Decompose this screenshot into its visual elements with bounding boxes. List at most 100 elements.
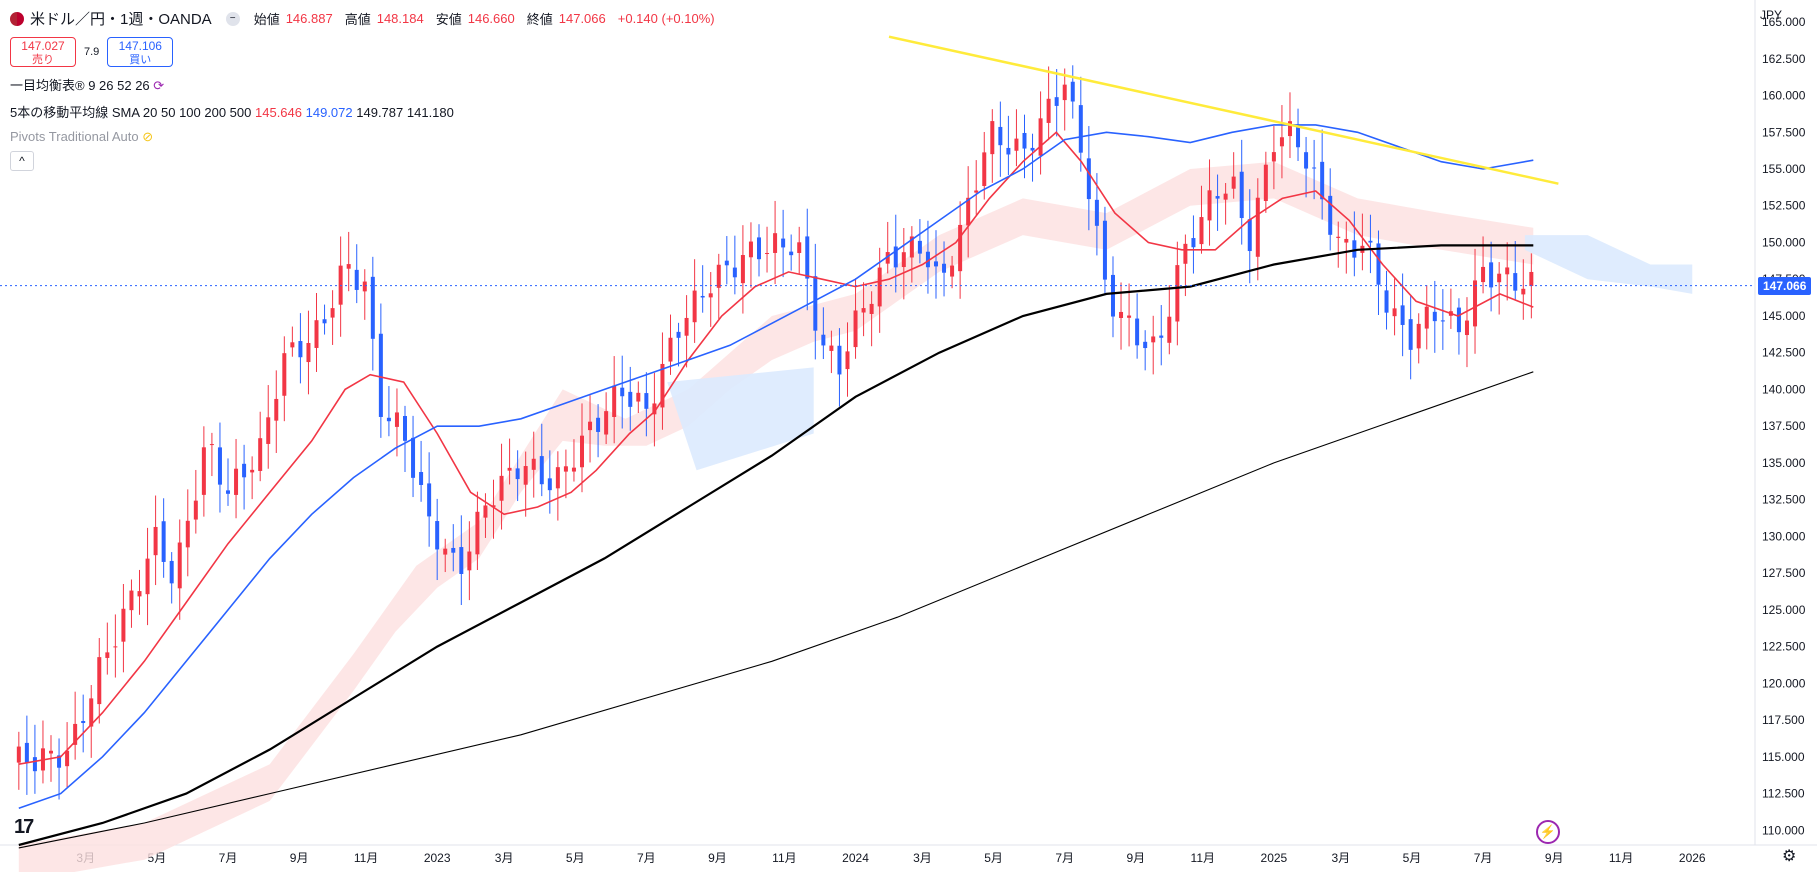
- candle-body-88: [724, 260, 729, 266]
- candle-body-93: [765, 253, 770, 255]
- gear-icon[interactable]: ⚙: [1782, 848, 1797, 865]
- candle-body-60: [499, 475, 504, 501]
- buy-label: 買い: [129, 54, 152, 66]
- candle-body-26: [226, 490, 231, 494]
- candle-body-38: [322, 319, 327, 324]
- candle-body-70: [579, 435, 584, 468]
- candle-body-165: [1344, 238, 1349, 243]
- candle-body-99: [813, 276, 818, 331]
- candle-body-65: [539, 456, 544, 485]
- candle-body-185: [1505, 267, 1510, 275]
- candle-body-138: [1127, 315, 1132, 318]
- currency-label[interactable]: JPY: [1760, 8, 1783, 22]
- candle-body-134: [1094, 199, 1099, 226]
- candle-body-73: [604, 411, 609, 435]
- time-tick-7: 5月: [566, 851, 585, 865]
- time-tick-18: 3月: [1331, 851, 1350, 865]
- candle-body-128: [1046, 98, 1051, 123]
- candle-body-23: [201, 447, 206, 495]
- candle-body-12: [113, 646, 118, 648]
- refresh-icon[interactable]: ⟳: [153, 78, 165, 93]
- candle-body-159: [1296, 126, 1301, 148]
- candle-body-172: [1400, 305, 1405, 325]
- sma-value-1: 145.646: [255, 105, 302, 120]
- ichimoku-cloud-bear-future: [1524, 235, 1693, 294]
- candle-body-67: [555, 467, 560, 489]
- candle-body-35: [298, 341, 303, 358]
- line-sma50: [18, 124, 1534, 810]
- sell-button[interactable]: 147.027 売り: [10, 37, 76, 67]
- candle-body-132: [1078, 105, 1083, 153]
- candle-body-154: [1255, 197, 1260, 257]
- candle-body-130: [1062, 84, 1067, 101]
- candle-body-124: [1014, 138, 1019, 151]
- candle-body-141: [1151, 336, 1156, 343]
- sell-price: 147.027: [21, 39, 65, 53]
- candle-body-103: [845, 351, 850, 370]
- symbol-title[interactable]: 米ドル／円・1週・OANDA: [30, 11, 212, 28]
- candle-body-183: [1489, 262, 1494, 288]
- candle-body-63: [523, 466, 528, 485]
- candle-body-120: [982, 152, 987, 186]
- price-tick-22: 165.000: [1762, 15, 1806, 29]
- price-tick-8: 130.000: [1762, 529, 1806, 543]
- candle-body-16: [145, 558, 150, 595]
- close-value: 147.066: [558, 11, 606, 26]
- minus-icon[interactable]: −: [225, 11, 240, 26]
- hidden-eye-icon[interactable]: ⊘: [142, 129, 154, 144]
- candle-body-160: [1304, 152, 1309, 169]
- ichimoku-name: 一目均衡表®: [10, 78, 85, 93]
- candle-body-72: [596, 417, 601, 432]
- candle-body-161: [1312, 167, 1317, 169]
- candle-body-184: [1497, 273, 1502, 283]
- time-tick-17: 2025: [1261, 851, 1288, 865]
- candle-body-180: [1464, 320, 1469, 336]
- candle-body-19: [169, 560, 174, 584]
- candle-body-91: [748, 241, 753, 258]
- candle-body-143: [1167, 316, 1172, 343]
- candle-body-101: [829, 345, 834, 351]
- candle-body-52: [435, 521, 440, 550]
- pivots-indicator[interactable]: Pivots Traditional Auto ⊘: [10, 129, 721, 145]
- sma-indicator[interactable]: 5本の移動平均線 SMA 20 50 100 200 500 145.646 1…: [10, 102, 721, 121]
- candle-body-187: [1521, 288, 1526, 295]
- time-tick-3: 9月: [290, 851, 309, 865]
- ichimoku-cloud-bull: [18, 161, 1534, 872]
- candle-body-109: [893, 246, 898, 268]
- candle-body-150: [1223, 193, 1228, 200]
- price-tick-18: 155.000: [1762, 162, 1806, 176]
- candle-body-69: [571, 467, 576, 472]
- sell-label: 売り: [32, 54, 54, 66]
- collapse-legend-button[interactable]: ^: [10, 151, 34, 171]
- candle-body-18: [161, 521, 166, 562]
- candle-body-163: [1328, 195, 1333, 235]
- candle-body-85: [700, 295, 705, 298]
- candle-body-54: [451, 547, 456, 553]
- time-tick-2: 7月: [219, 851, 238, 865]
- candle-body-77: [636, 392, 641, 402]
- candle-body-15: [137, 591, 142, 597]
- candle-body-7: [73, 723, 78, 745]
- sma-value-4: 141.180: [406, 105, 454, 120]
- tradingview-logo-icon[interactable]: 17: [14, 816, 34, 838]
- candle-body-168: [1368, 240, 1373, 243]
- price-tick-20: 160.000: [1762, 89, 1806, 103]
- ichimoku-indicator[interactable]: 一目均衡表® 9 26 52 26 ⟳: [10, 75, 721, 94]
- candle-body-186: [1513, 273, 1518, 291]
- candle-body-179: [1456, 307, 1461, 333]
- price-tick-12: 140.000: [1762, 382, 1806, 396]
- buy-button[interactable]: 147.106 買い: [107, 37, 174, 67]
- candle-body-24: [209, 444, 214, 446]
- candle-body-25: [217, 447, 222, 485]
- candle-body-46: [386, 417, 391, 422]
- candle-body-149: [1215, 196, 1220, 199]
- candle-body-152: [1239, 171, 1244, 219]
- candle-body-98: [805, 236, 810, 279]
- candle-body-36: [306, 342, 311, 363]
- candle-body-39: [330, 308, 335, 318]
- change-value: +0.140 (+0.10%): [617, 11, 715, 26]
- price-tick-0: 110.000: [1762, 823, 1805, 837]
- candle-body-22: [193, 500, 198, 520]
- lightning-icon[interactable]: ⚡: [1536, 820, 1560, 844]
